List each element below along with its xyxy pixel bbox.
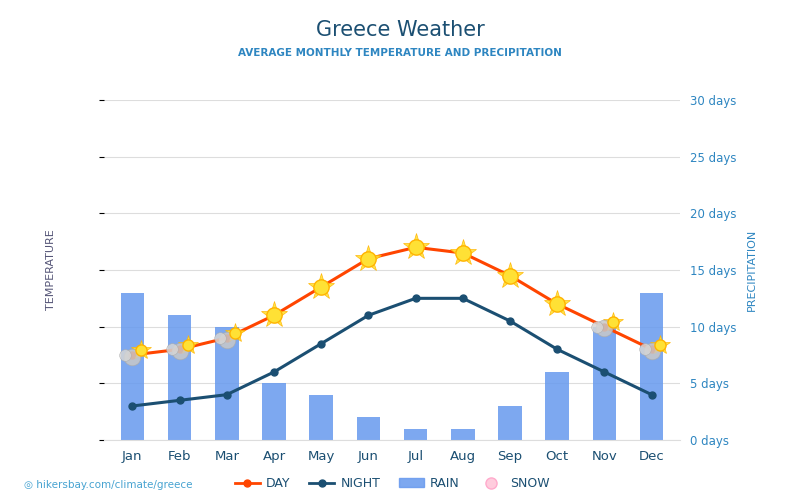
- Text: ◎ hikersbay.com/climate/greece: ◎ hikersbay.com/climate/greece: [24, 480, 193, 490]
- Bar: [404, 428, 427, 440]
- Bar: [593, 326, 616, 440]
- Bar: [262, 384, 286, 440]
- Bar: [310, 394, 333, 440]
- Bar: [640, 292, 663, 440]
- Bar: [121, 292, 144, 440]
- Legend: DAY, NIGHT, RAIN, SNOW: DAY, NIGHT, RAIN, SNOW: [230, 472, 554, 495]
- Y-axis label: TEMPERATURE: TEMPERATURE: [46, 230, 55, 310]
- Y-axis label: PRECIPITATION: PRECIPITATION: [747, 229, 758, 311]
- Bar: [498, 406, 522, 440]
- Bar: [451, 428, 474, 440]
- Bar: [215, 326, 238, 440]
- Bar: [546, 372, 569, 440]
- Text: Greece Weather: Greece Weather: [316, 20, 484, 40]
- Text: AVERAGE MONTHLY TEMPERATURE AND PRECIPITATION: AVERAGE MONTHLY TEMPERATURE AND PRECIPIT…: [238, 48, 562, 58]
- Bar: [168, 316, 191, 440]
- Bar: [357, 418, 380, 440]
